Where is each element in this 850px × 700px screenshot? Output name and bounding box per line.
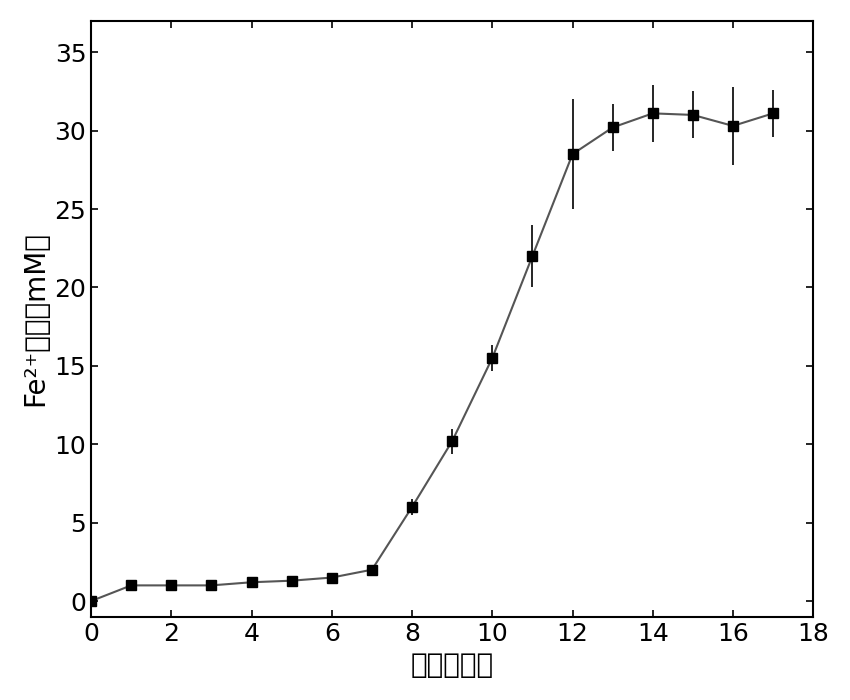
- X-axis label: 时间（天）: 时间（天）: [411, 651, 494, 679]
- Y-axis label: Fe²⁺含量（mM）: Fe²⁺含量（mM）: [21, 232, 48, 406]
